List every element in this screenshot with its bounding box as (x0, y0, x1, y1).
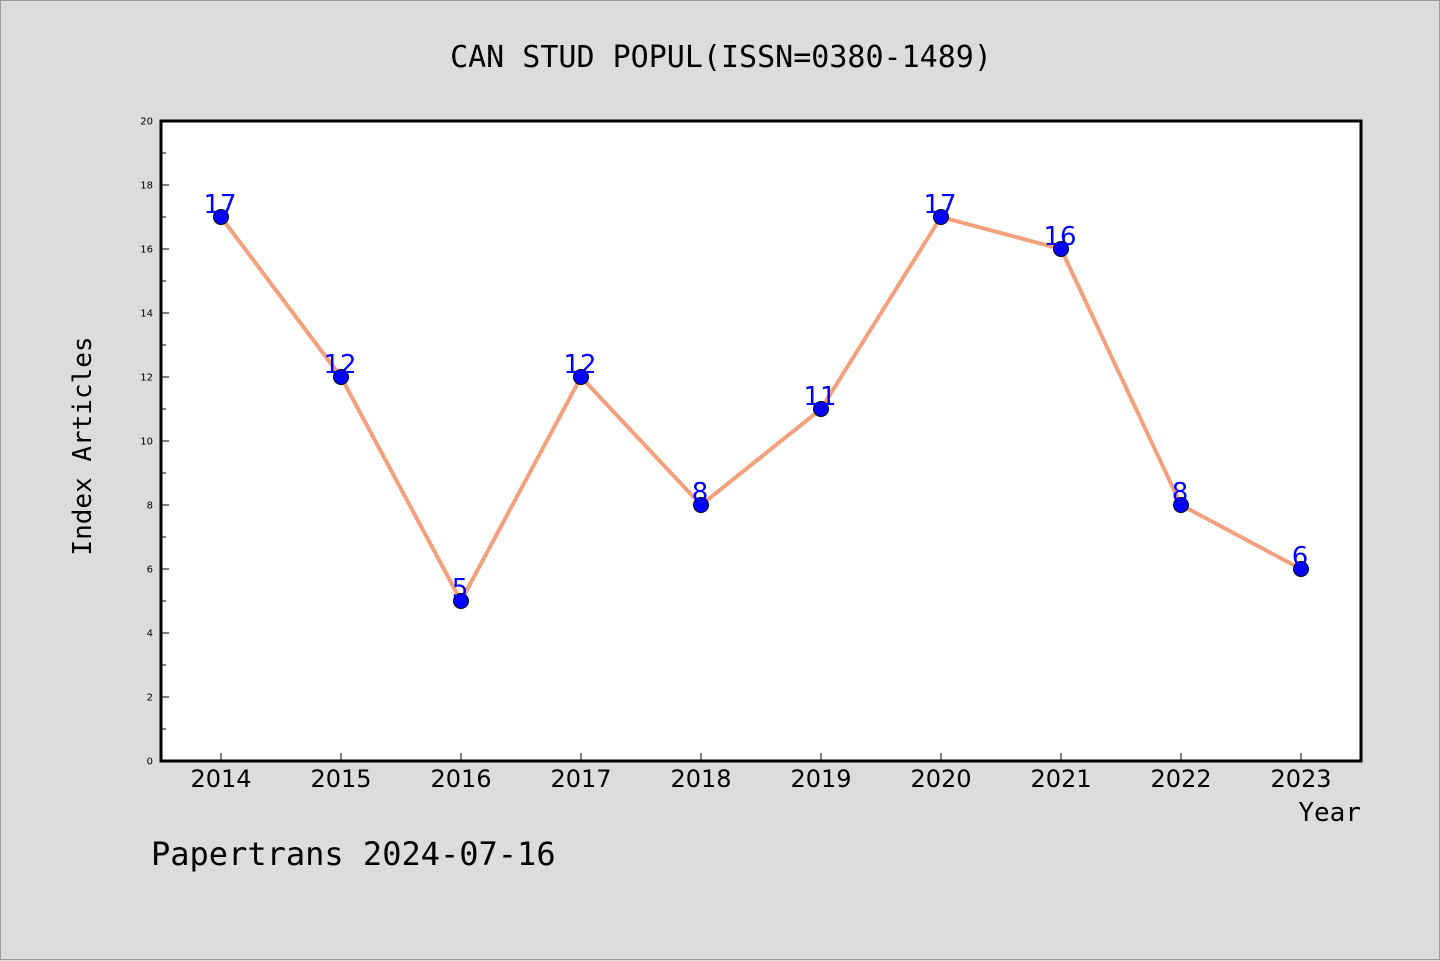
x-tick-label: 2020 (910, 765, 971, 793)
x-axis-label: Year (1298, 798, 1361, 828)
footer-credit: Papertrans 2024-07-16 (151, 835, 556, 873)
x-tick-label: 2022 (1150, 765, 1211, 793)
y-tick-label: 6 (147, 565, 153, 576)
series-line (219, 215, 1303, 603)
x-tick-label: 2014 (190, 765, 251, 793)
y-tick-label: 10 (140, 437, 153, 448)
y-tick-label: 20 (140, 117, 153, 128)
data-point-marker (1053, 241, 1069, 257)
data-label: 8 (1172, 478, 1189, 508)
data-label: 12 (563, 350, 596, 380)
y-tick-label: 16 (140, 245, 153, 256)
y-tick-label: 12 (140, 373, 153, 384)
plot-area (159, 119, 1363, 763)
series-layer (213, 209, 1309, 609)
data-point-marker (573, 369, 589, 385)
data-point-marker (933, 209, 949, 225)
data-point-marker (813, 401, 829, 417)
y-tick-label: 18 (140, 181, 153, 192)
data-point-marker (1173, 497, 1189, 513)
y-tick-label: 8 (147, 501, 153, 512)
data-label: 8 (692, 478, 709, 508)
data-point-marker (1293, 561, 1309, 577)
data-label: 17 (203, 190, 236, 220)
x-tick-label: 2023 (1270, 765, 1331, 793)
y-axis-ticks: 0 2 4 6 8 10 12 14 16 18 20 (140, 117, 169, 768)
y-axis-label: Index Articles (68, 336, 98, 555)
x-tick-label: 2021 (1030, 765, 1091, 793)
x-tick-label: 2016 (430, 765, 491, 793)
data-labels: 17 12 5 12 8 11 17 16 8 6 (203, 190, 1308, 604)
y-tick-label: 0 (147, 757, 153, 768)
x-axis-ticks: 2014 2015 2016 2017 2018 2019 2020 2021 2022 2023 (190, 753, 1332, 793)
chart-title: CAN STUD POPUL(ISSN=0380-1489) (450, 40, 992, 75)
data-label: 17 (923, 190, 956, 220)
data-label: 12 (323, 350, 356, 380)
data-point-marker (213, 209, 229, 225)
data-label: 16 (1043, 222, 1076, 252)
data-point-marker (693, 497, 709, 513)
x-tick-label: 2018 (670, 765, 731, 793)
data-label: 5 (452, 574, 469, 604)
y-tick-label: 14 (140, 309, 153, 320)
x-tick-label: 2017 (550, 765, 611, 793)
data-label: 6 (1292, 542, 1309, 572)
y-tick-label: 2 (147, 693, 153, 704)
data-point-marker (333, 369, 349, 385)
data-label: 11 (803, 382, 836, 412)
data-point-marker (453, 593, 469, 609)
y-tick-label: 4 (147, 629, 153, 640)
x-tick-label: 2019 (790, 765, 851, 793)
x-tick-label: 2015 (310, 765, 371, 793)
